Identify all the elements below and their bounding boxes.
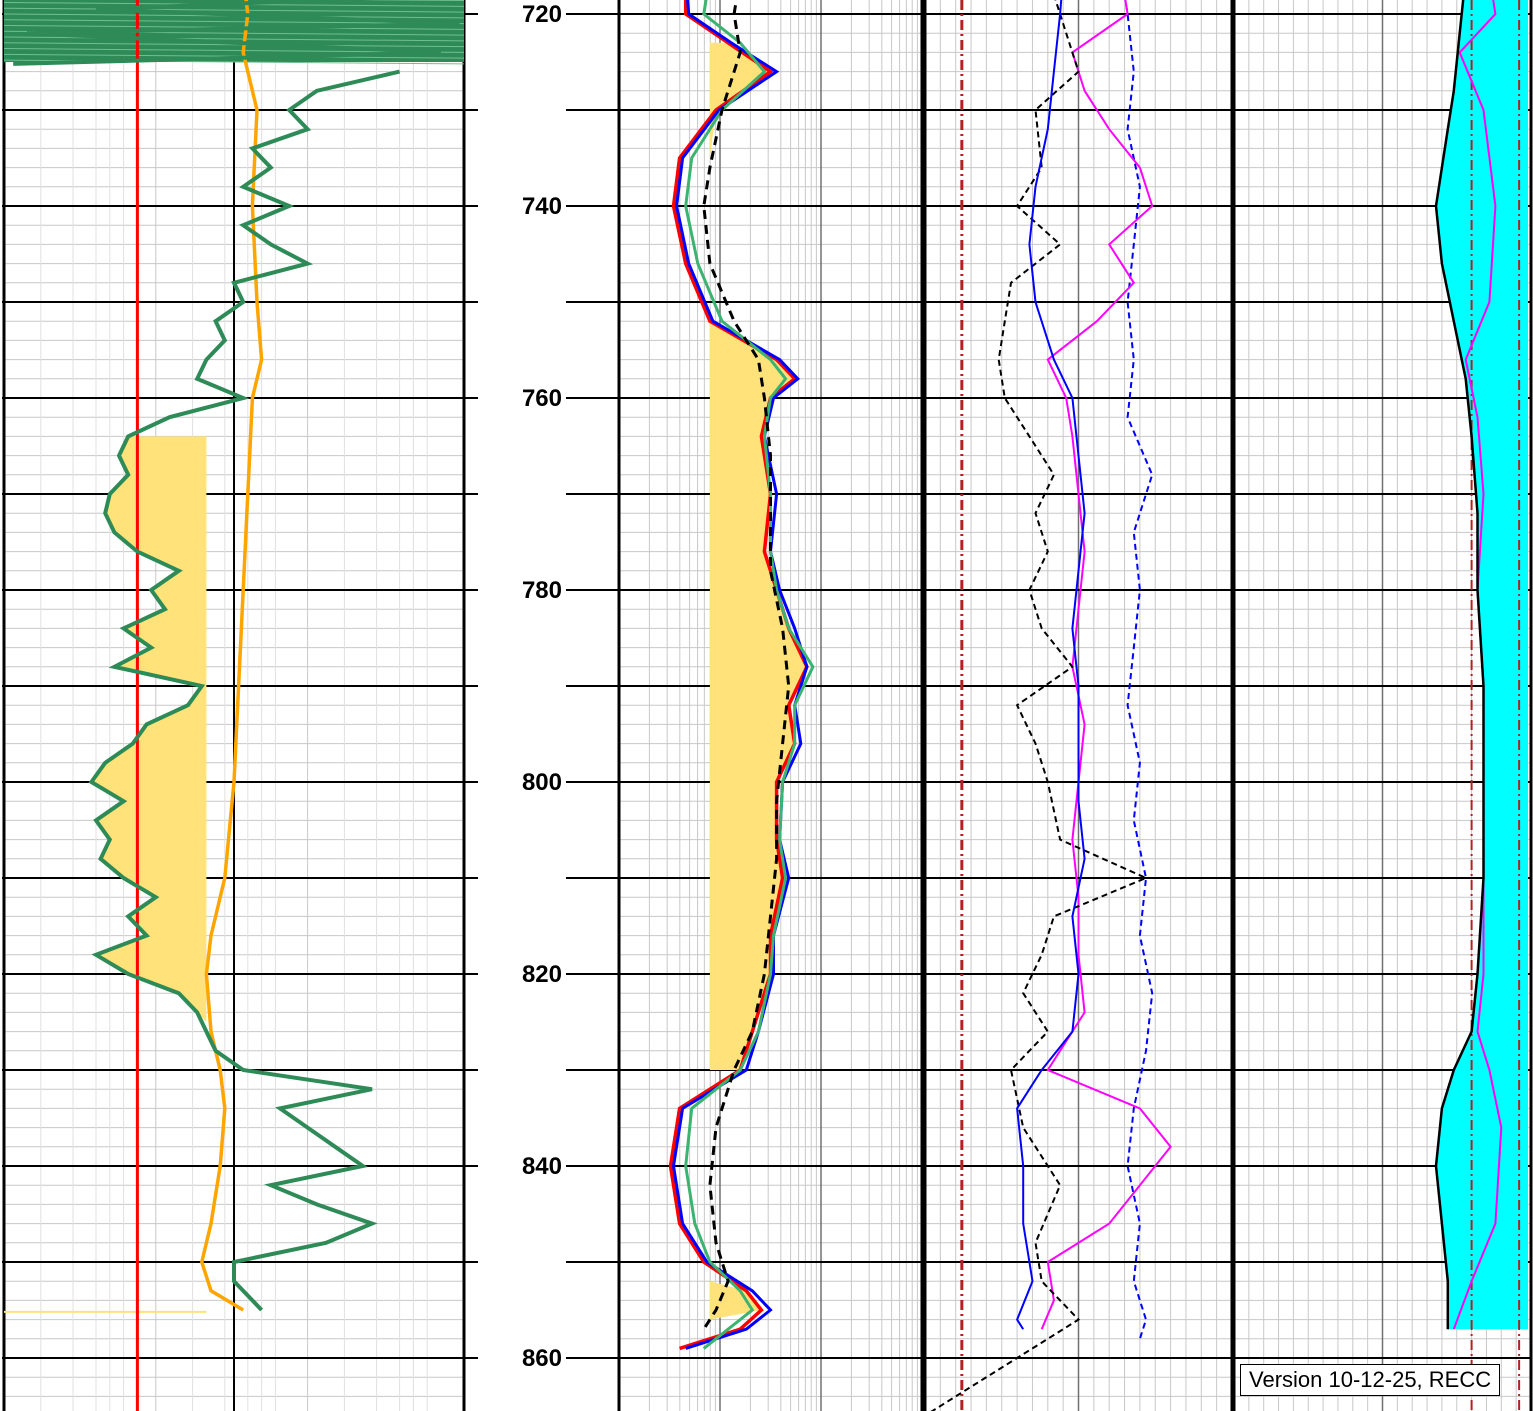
black-dashed-curve [930,0,1149,1411]
gamma-coal-streak [26,21,460,36]
resistivity-green-curve [684,0,815,1350]
log-curves [13,0,1521,1411]
sand-fill [709,1281,762,1320]
log-fills [3,0,1529,1330]
gamma-curve [88,69,401,1312]
depth-label: 800 [522,769,562,796]
depth-label: 820 [522,961,562,988]
depth-label: 740 [522,193,562,220]
blue-curve [1015,0,1086,1330]
resistivity-blue-curve [671,0,809,1350]
magenta-curve [1040,0,1172,1330]
gamma-coal-streak [13,50,442,66]
depth-label: 840 [522,1153,562,1180]
depth-labels: 720 740 760 780 800 820 840 860 [522,1,562,1372]
sand-fill [91,436,207,1022]
caliper-curve [199,0,264,1312]
gamma-coal-streak [95,7,460,26]
black-curve [1434,0,1485,1330]
sand-fill [709,42,807,1070]
resistivity-black-dashed-curve [702,0,791,1331]
version-label: Version 10-12-25, RECC [1240,1364,1501,1396]
cyan-fill [1436,0,1529,1330]
depth-label: 780 [522,577,562,604]
gamma-coal-streak [26,31,442,55]
depth-label: 860 [522,1345,562,1372]
coal-hatch [3,19,465,25]
coal-hatch [3,7,465,13]
blue-dashed-curve [1124,0,1154,1340]
depth-label: 760 [522,385,562,412]
depth-label: 720 [522,1,562,28]
gamma-coal-streak [95,0,376,12]
